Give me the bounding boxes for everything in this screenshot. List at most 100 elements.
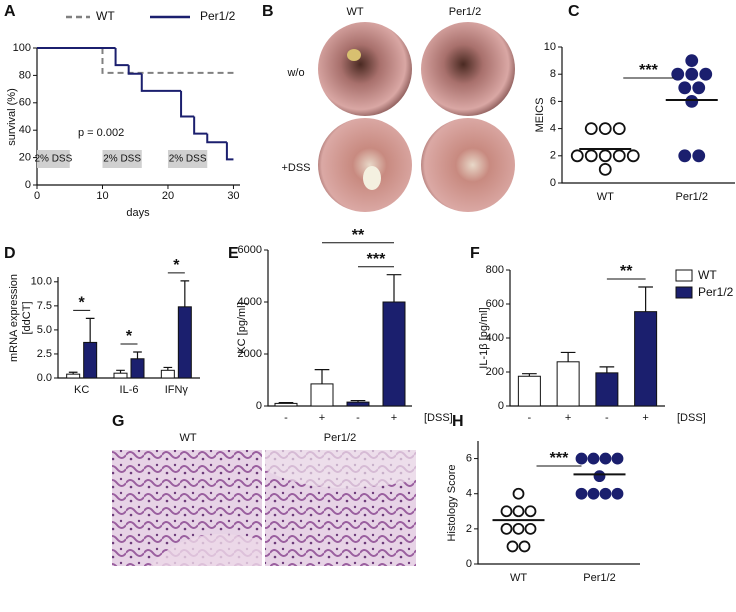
survival-step	[140, 73, 182, 92]
data-point	[500, 505, 513, 518]
bar	[346, 401, 370, 407]
significance-label: ***	[367, 251, 386, 268]
y-axis-label: MEICS	[534, 98, 546, 133]
x-tick-label: Per1/2	[676, 191, 708, 203]
y-tick-label: 80	[19, 69, 31, 81]
survival-step	[193, 116, 208, 135]
chart: 0 2000 4000 6000 KC [pg/ml] - + - + [DSS] *****	[236, 227, 453, 424]
y-axis-label: IL-1β [pg/ml]	[478, 307, 490, 368]
y-axis-label: KC [pg/ml]	[236, 302, 248, 353]
survival-step	[206, 133, 227, 144]
error-bar	[350, 399, 366, 403]
data-point	[685, 54, 699, 67]
bar	[595, 372, 619, 407]
significance-label: ***	[639, 62, 658, 79]
data-point	[518, 540, 531, 553]
error-bar	[522, 373, 537, 377]
y-tick-label: 10.0	[31, 276, 52, 288]
legend-label: Per1/2	[698, 285, 734, 299]
column-label: WT	[179, 432, 196, 444]
survival-step	[127, 65, 142, 75]
data-point	[575, 487, 588, 500]
error-bar	[314, 369, 330, 384]
data-point	[512, 487, 525, 500]
significance-label: ***	[550, 450, 569, 467]
data-point	[506, 540, 519, 553]
data-point	[692, 81, 706, 95]
endoscopy-image	[318, 118, 412, 212]
panel-letter: G	[112, 413, 124, 430]
y-tick-label: 0	[466, 558, 472, 570]
legend-label: WT	[698, 268, 717, 282]
x-tick-label: +	[319, 412, 325, 424]
chart: 0 2 4 6 Histology Score WT Per1/2 ***	[446, 441, 640, 584]
data-point	[598, 122, 612, 136]
x-tick-label: -	[356, 412, 360, 424]
legend-label: Per1/2	[200, 9, 236, 23]
data-point	[524, 505, 537, 518]
y-tick-label: 8	[550, 68, 556, 80]
y-axis-label: Histology Score	[446, 464, 458, 541]
bar	[634, 311, 658, 407]
bar	[274, 402, 298, 407]
chart: 0 2 4 6 8 10 MEICS WT Per1/2 ***	[534, 41, 735, 203]
panel-letter: C	[568, 3, 580, 20]
column-label: Per1/2	[324, 432, 356, 444]
significance-label: *	[79, 295, 86, 312]
significance-label: **	[352, 227, 365, 244]
error-bar	[116, 369, 125, 374]
endoscopy-image	[421, 118, 515, 212]
data-point	[612, 122, 626, 136]
endoscopy-images: WT Per1/2 w/o +DSS	[281, 6, 515, 212]
x-tick-label: Per1/2	[583, 572, 615, 584]
error-bar	[68, 371, 78, 375]
x-axis-label: [DSS]	[677, 412, 706, 424]
x-axis-label: [DSS]	[424, 412, 453, 424]
data-point	[598, 149, 612, 163]
legend-label: WT	[96, 9, 115, 23]
y-tick-label: 800	[486, 264, 504, 276]
y-tick-label: 4000	[238, 296, 262, 308]
image-detail	[363, 166, 381, 190]
survival-step	[225, 142, 234, 161]
data-point	[500, 522, 513, 535]
chart: 0 200 400 600 800 IL-1β [pg/ml] - + - + [DSS] ** WT P…	[478, 263, 734, 424]
error-bar	[85, 317, 95, 343]
x-axis-label: days	[126, 207, 150, 219]
image-detail	[150, 533, 262, 566]
y-tick-label: 400	[486, 332, 504, 344]
data-point	[584, 122, 598, 136]
x-tick-label: 20	[162, 190, 174, 202]
y-tick-label: 60	[19, 97, 31, 109]
y-tick-label: 4	[466, 488, 472, 500]
y-tick-label: 4	[550, 123, 556, 135]
panel-letter: H	[452, 413, 464, 430]
y-tick-label: 100	[13, 42, 31, 54]
treatment-label: 2% DSS	[169, 154, 207, 165]
error-bar	[560, 351, 576, 362]
x-tick-label: WT	[510, 572, 527, 584]
bar	[83, 341, 98, 379]
data-point	[599, 452, 612, 465]
data-point	[699, 67, 713, 81]
row-label: w/o	[286, 67, 304, 79]
data-point	[524, 522, 537, 535]
y-tick-label: 600	[486, 298, 504, 310]
significance-label: **	[620, 263, 633, 280]
data-point	[575, 452, 588, 465]
data-point	[587, 487, 600, 500]
x-tick-label: 30	[227, 190, 239, 202]
y-tick-label: 2	[466, 523, 472, 535]
y-tick-label: 6	[550, 95, 556, 107]
data-point	[692, 149, 706, 163]
bar	[160, 369, 175, 379]
x-tick-label: +	[391, 412, 397, 424]
x-tick-label: 0	[34, 190, 40, 202]
bar	[382, 301, 406, 407]
legend-swatch	[675, 286, 693, 299]
data-point	[678, 81, 692, 95]
bar	[113, 372, 128, 379]
treatment-period	[167, 150, 208, 168]
data-point	[587, 452, 600, 465]
